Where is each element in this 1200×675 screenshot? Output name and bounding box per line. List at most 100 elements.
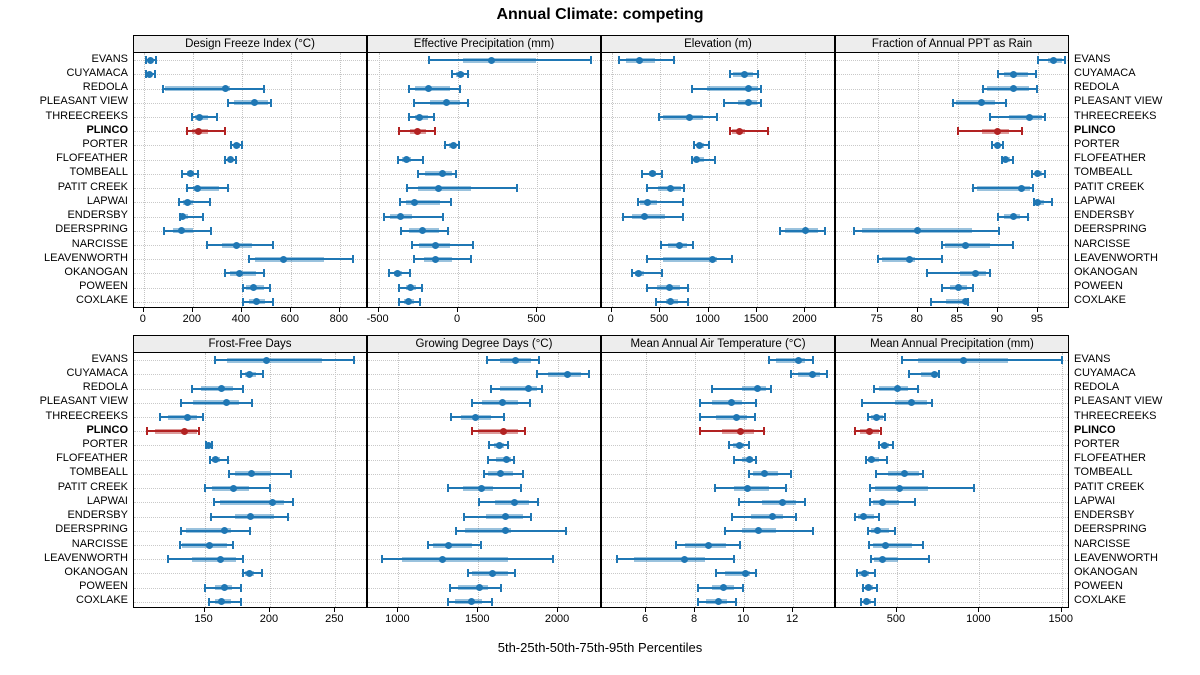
percentile-marker-coxlake [602, 53, 834, 307]
percentile-marker-deerspring [602, 53, 834, 307]
gridline-horizontal [602, 388, 834, 390]
gridline-horizontal [602, 173, 834, 175]
gridline-vertical [1037, 53, 1039, 307]
percentile-marker-patit-creek [368, 53, 600, 307]
axis-tick [645, 608, 647, 612]
station-label-right-narcisse: NARCISSE [1074, 237, 1131, 250]
percentile-marker-evans [836, 53, 1068, 307]
station-label-left-evans: EVANS [91, 52, 128, 65]
percentile-marker-threecreeks [836, 353, 1068, 607]
axis-tick [792, 608, 794, 612]
gridline-vertical [997, 53, 999, 307]
percentile-marker-evans [368, 53, 600, 307]
station-label-right-deerspring: DEERSPRING [1074, 223, 1147, 236]
axis-tick [557, 608, 559, 612]
gridline-vertical [143, 53, 145, 307]
percentile-marker-flofeather [836, 53, 1068, 307]
gridline-horizontal [602, 417, 834, 418]
percentile-marker-cuyamaca [836, 353, 1068, 607]
percentile-marker-coxlake [368, 53, 600, 307]
gridline-vertical [1061, 353, 1063, 607]
axis-tick [659, 308, 661, 312]
percentile-marker-pleasant-view [134, 353, 366, 607]
gridline-vertical [537, 53, 539, 307]
gridline-vertical [805, 53, 807, 307]
percentile-marker-redola [134, 353, 366, 607]
percentile-marker-okanogan [602, 353, 834, 607]
percentile-marker-deerspring [836, 53, 1068, 307]
axis-tick [895, 608, 897, 612]
station-label-right-narcisse: NARCISSE [1074, 537, 1131, 550]
gridline-horizontal [368, 173, 600, 175]
station-label-right-evans: EVANS [1074, 352, 1111, 365]
percentile-marker-redola [368, 53, 600, 307]
panel-strip-fraction-of-annual-ppt-as-rain: Fraction of Annual PPT as Rain [835, 35, 1069, 53]
station-label-left-deerspring: DEERSPRING [55, 223, 128, 236]
axis-tick [916, 308, 918, 312]
percentile-marker-coxlake [134, 353, 366, 607]
gridline-vertical [378, 53, 380, 307]
panel-effective-precipitation-mm- [367, 52, 601, 308]
gridline-vertical [646, 353, 648, 607]
percentile-marker-patit-creek [836, 353, 1068, 607]
percentile-marker-leavenworth [134, 353, 366, 607]
station-label-right-leavenworth: LEAVENWORTH [1074, 251, 1158, 264]
axis-tick [397, 608, 399, 612]
gridline-horizontal [836, 88, 1068, 90]
gridline-horizontal [836, 573, 1068, 575]
percentile-marker-redola [602, 53, 834, 307]
gridline-horizontal [602, 360, 834, 362]
gridline-vertical [398, 353, 400, 607]
panel-strip-mean-annual-air-temperature-c-: Mean Annual Air Temperature (°C) [601, 335, 835, 353]
station-label-right-tombeall: TOMBEALL [1074, 166, 1133, 179]
axis-tick-label: 500 [649, 313, 669, 325]
gridline-horizontal [602, 374, 834, 376]
station-label-left-coxlake: COXLAKE [76, 294, 128, 307]
gridline-horizontal [368, 431, 600, 433]
percentile-marker-leavenworth [602, 353, 834, 607]
station-label-right-leavenworth: LEAVENWORTH [1074, 551, 1158, 564]
gridline-horizontal [602, 202, 834, 204]
gridline-horizontal [368, 117, 600, 118]
gridline-vertical [957, 53, 959, 307]
percentile-marker-coxlake [836, 353, 1068, 607]
station-label-right-threecreeks: THREECREEKS [1074, 409, 1157, 422]
percentile-marker-narcisse [836, 353, 1068, 607]
percentile-marker-plinco [836, 353, 1068, 607]
station-label-left-pleasant-view: PLEASANT VIEW [39, 395, 128, 408]
percentile-marker-narcisse [602, 353, 834, 607]
gridline-horizontal [134, 301, 366, 303]
gridline-horizontal [836, 459, 1068, 461]
percentile-marker-cuyamaca [368, 53, 600, 307]
station-label-left-patit-creek: PATIT CREEK [57, 480, 128, 493]
gridline-horizontal [134, 145, 366, 147]
station-label-left-threecreeks: THREECREEKS [45, 109, 128, 122]
axis-tick [610, 308, 612, 312]
percentile-marker-plinco [602, 53, 834, 307]
percentile-marker-leavenworth [368, 53, 600, 307]
axis-tick [142, 308, 144, 312]
station-label-left-lapwai: LAPWAI [86, 494, 128, 507]
axis-tick-label: 500 [886, 613, 906, 625]
station-label-right-patit-creek: PATIT CREEK [1074, 480, 1145, 493]
gridline-vertical [335, 353, 337, 607]
station-label-left-flofeather: FLOFEATHER [56, 452, 128, 465]
percentile-marker-lapwai [836, 353, 1068, 607]
gridline-horizontal [134, 417, 366, 418]
gridline-horizontal [836, 202, 1068, 204]
gridline-horizontal [134, 188, 366, 190]
gridline-vertical [290, 53, 292, 307]
gridline-horizontal [368, 587, 600, 589]
panel-mean-annual-air-temperature-c- [601, 352, 835, 608]
axis-tick-label: 12 [785, 613, 799, 625]
gridline-horizontal [368, 131, 600, 133]
station-label-right-deerspring: DEERSPRING [1074, 523, 1147, 536]
gridline-horizontal [836, 287, 1068, 289]
panel-strip-elevation-m-: Elevation (m) [601, 35, 835, 53]
percentile-marker-poween [836, 353, 1068, 607]
percentile-marker-cuyamaca [134, 53, 366, 307]
gridline-horizontal [836, 559, 1068, 561]
percentile-marker-endersby [836, 53, 1068, 307]
station-label-left-flofeather: FLOFEATHER [56, 152, 128, 165]
